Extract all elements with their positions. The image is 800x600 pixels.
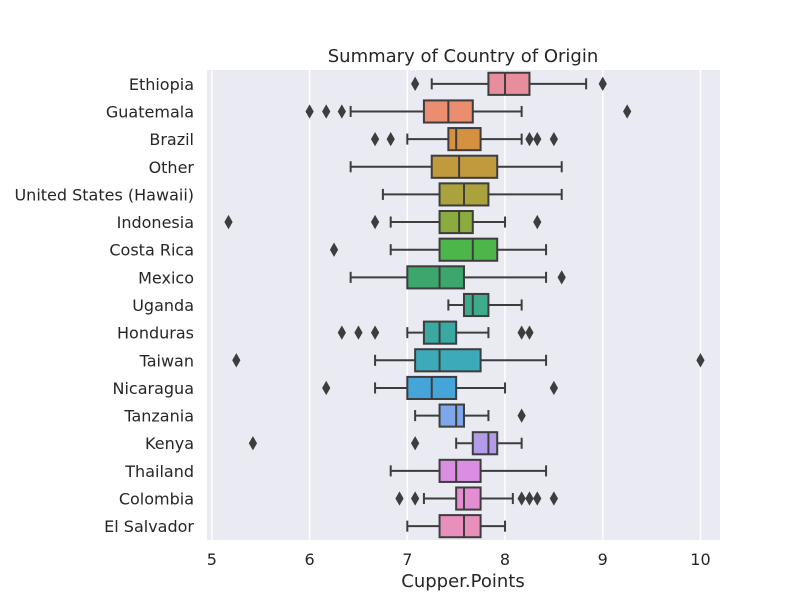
outlier-marker xyxy=(337,325,346,340)
box-group xyxy=(329,237,548,262)
iqr-box xyxy=(438,210,474,235)
y-tick-label: Guatemala xyxy=(106,102,194,121)
box-group xyxy=(381,182,563,207)
y-tick-label: Brazil xyxy=(149,130,194,149)
outlier-marker xyxy=(533,491,542,506)
outlier-marker xyxy=(322,104,331,119)
outlier-marker xyxy=(370,325,380,340)
outlier-marker xyxy=(395,491,404,506)
boxes xyxy=(224,71,705,539)
x-tick-label: 8 xyxy=(500,550,510,569)
box-group xyxy=(447,292,523,318)
chart-title: Summary of Country of Origin xyxy=(328,46,598,67)
y-tick-label: Nicaragua xyxy=(113,379,195,398)
box-group xyxy=(370,127,559,152)
box-group xyxy=(349,265,566,290)
iqr-box xyxy=(471,431,499,456)
outlier-marker xyxy=(598,76,607,91)
y-tick-label: Ethiopia xyxy=(129,75,194,94)
y-tick-labels: Ethiopia Guatemala Brazil Other United State… xyxy=(14,75,194,536)
outlier-marker xyxy=(354,325,363,340)
iqr-box xyxy=(414,348,482,373)
outlier-marker xyxy=(525,491,534,506)
box-group xyxy=(337,320,534,345)
iqr-box xyxy=(487,71,531,96)
y-tick-label: Costa Rica xyxy=(109,241,194,260)
x-tick-label: 9 xyxy=(598,550,608,569)
outlier-marker xyxy=(411,436,420,451)
y-tick-label: Kenya xyxy=(145,434,194,453)
iqr-box xyxy=(447,127,482,152)
box-group xyxy=(322,375,559,401)
iqr-box xyxy=(438,403,465,428)
outlier-marker xyxy=(557,270,566,285)
outlier-marker xyxy=(533,214,542,230)
outlier-marker xyxy=(370,214,380,230)
iqr-box xyxy=(430,154,499,179)
box-group xyxy=(232,348,705,373)
x-tick-label: 5 xyxy=(207,550,217,569)
x-tick-labels: 5 6 7 8 9 10 xyxy=(207,550,711,569)
outlier-marker xyxy=(386,131,395,147)
y-tick-label: Thailand xyxy=(124,462,194,481)
outlier-marker xyxy=(549,131,559,147)
y-tick-label: Tanzania xyxy=(123,407,194,426)
outlier-marker xyxy=(411,76,420,91)
outlier-marker xyxy=(305,104,314,119)
iqr-box xyxy=(438,458,482,483)
iqr-box xyxy=(406,265,465,290)
outlier-marker xyxy=(337,104,346,119)
iqr-box xyxy=(438,237,499,262)
box-group xyxy=(406,514,507,539)
x-tick-label: 7 xyxy=(402,550,412,569)
box-group xyxy=(411,71,607,96)
outlier-marker xyxy=(411,491,420,506)
outlier-marker xyxy=(248,436,258,451)
y-tick-label: Mexico xyxy=(138,268,194,287)
outlier-marker xyxy=(232,353,241,368)
iqr-box xyxy=(438,514,482,539)
box-group xyxy=(349,154,563,179)
outlier-marker xyxy=(525,131,534,147)
outlier-marker xyxy=(517,491,526,506)
outlier-marker xyxy=(696,353,705,368)
outlier-marker xyxy=(370,131,380,147)
y-tick-label: United States (Hawaii) xyxy=(14,185,194,204)
y-tick-label: Other xyxy=(149,158,195,177)
outlier-marker xyxy=(517,325,526,340)
outlier-marker xyxy=(623,104,632,119)
outlier-marker xyxy=(549,491,559,506)
outlier-marker xyxy=(525,325,534,340)
iqr-box xyxy=(462,292,490,318)
box-group xyxy=(305,99,632,124)
x-tick-label: 10 xyxy=(690,550,710,569)
box-group xyxy=(224,210,542,235)
outlier-marker xyxy=(549,380,559,396)
x-tick-label: 6 xyxy=(305,550,315,569)
y-tick-label: El Salvador xyxy=(104,517,194,536)
outlier-marker xyxy=(322,380,331,396)
outlier-marker xyxy=(329,242,339,257)
y-tick-label: Taiwan xyxy=(139,351,194,370)
box-group xyxy=(248,431,523,456)
iqr-box xyxy=(455,486,482,511)
box-group xyxy=(389,458,548,483)
outlier-marker xyxy=(533,131,542,147)
box-group xyxy=(414,403,526,428)
y-tick-label: Colombia xyxy=(119,490,194,509)
outlier-marker xyxy=(517,408,526,423)
y-tick-label: Indonesia xyxy=(117,213,194,232)
outlier-marker xyxy=(224,214,233,230)
box-group xyxy=(395,486,559,511)
y-tick-label: Honduras xyxy=(117,324,194,343)
x-axis-label: Cupper.Points xyxy=(401,571,524,592)
y-tick-label: Uganda xyxy=(132,296,194,315)
